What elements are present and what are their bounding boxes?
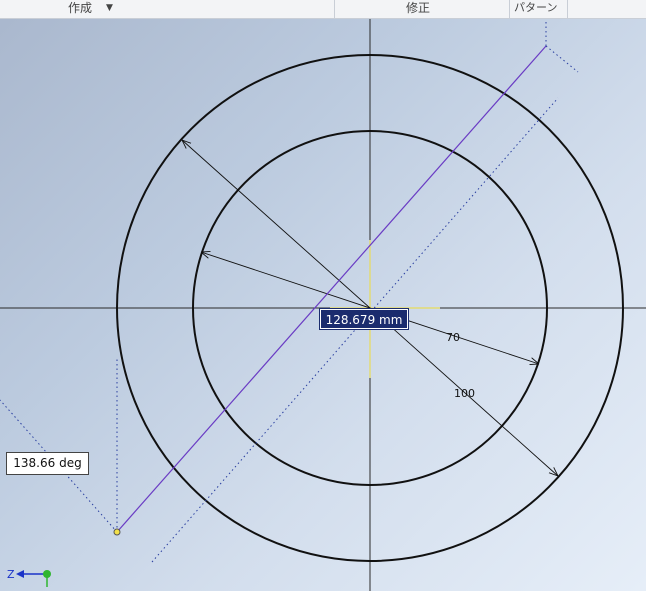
ribbon-panel-create[interactable]: 作成 ▼ xyxy=(0,0,335,18)
offset-connector-top xyxy=(545,45,579,73)
chevron-down-icon[interactable]: ▼ xyxy=(106,3,113,13)
inner-diameter-label[interactable]: 70 xyxy=(446,331,460,344)
z-arrow-icon xyxy=(16,570,24,578)
view-triad: Z xyxy=(6,565,56,587)
z-axis-label: Z xyxy=(7,568,15,581)
angle-input-field[interactable]: 138.66 deg xyxy=(6,452,89,475)
offset-guide-line xyxy=(151,97,559,563)
create-panel-label[interactable]: 作成 xyxy=(68,1,93,15)
ribbon-panel-bar: 作成 ▼ 修正 パターン xyxy=(0,0,646,19)
length-input-field[interactable]: 128.679 mm xyxy=(319,308,409,330)
y-axis-dot-icon xyxy=(43,570,51,578)
preview-line xyxy=(116,45,547,533)
ribbon-panel-pattern[interactable]: パターン xyxy=(510,0,568,18)
outer-diameter-label[interactable]: 100 xyxy=(454,387,475,400)
ribbon-panel-modify[interactable]: 修正 xyxy=(335,0,510,18)
outer-circle[interactable] xyxy=(116,54,624,562)
pattern-panel-label[interactable]: パターン xyxy=(514,1,558,14)
line-start-point[interactable] xyxy=(113,528,121,536)
modify-panel-label[interactable]: 修正 xyxy=(406,1,431,15)
inner-diameter-dim-line[interactable] xyxy=(201,252,539,364)
